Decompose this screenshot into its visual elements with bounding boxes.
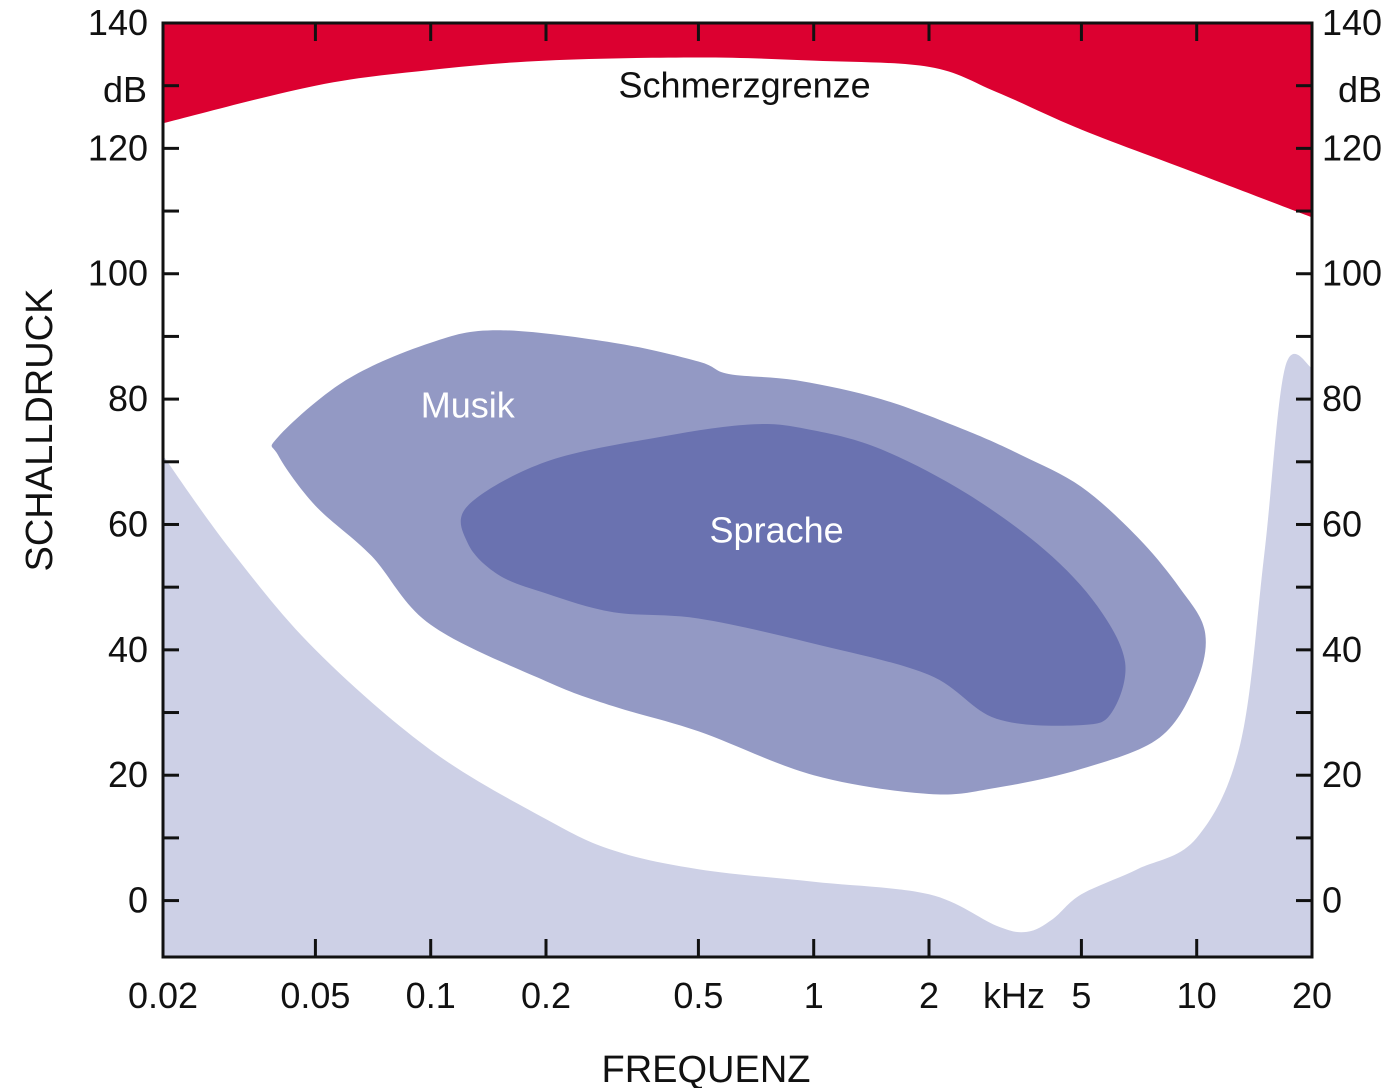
x-tick-label: 0.1 <box>406 975 456 1016</box>
left-axis-unit: dB <box>103 69 147 110</box>
x-tick-label: 10 <box>1177 975 1217 1016</box>
y-tick-label-right: 20 <box>1322 754 1362 795</box>
y-tick-label-left: 80 <box>108 378 148 419</box>
plot-frame <box>161 21 1314 959</box>
y-tick-label-right: 100 <box>1322 253 1382 294</box>
y-tick-label-right: 60 <box>1322 503 1362 544</box>
x-tick-label: 20 <box>1292 975 1332 1016</box>
x-tick-label: 0.5 <box>673 975 723 1016</box>
x-tick-label: 1 <box>804 975 824 1016</box>
region-label-schmerzgrenze: Schmerzgrenze <box>619 65 871 106</box>
y-axis-title: SCHALLDRUCK <box>19 289 61 572</box>
plot-border <box>161 21 1314 959</box>
y-tick-label-left: 120 <box>88 127 148 168</box>
region-label-sprache: Sprache <box>710 510 844 551</box>
right-axis-unit: dB <box>1338 69 1382 110</box>
axis-ticks <box>161 21 1314 957</box>
region-sprache <box>460 423 1126 726</box>
y-tick-label-left: 140 <box>88 2 148 43</box>
x-axis-title: FREQUENZ <box>602 1049 811 1088</box>
x-axis-unit: kHz <box>983 975 1045 1016</box>
x-tick-label: 2 <box>919 975 939 1016</box>
x-tick-label: 0.02 <box>128 975 198 1016</box>
y-tick-label-right: 140 <box>1322 2 1382 43</box>
x-tick-label: 0.2 <box>521 975 571 1016</box>
y-tick-label-left: 0 <box>128 880 148 921</box>
y-tick-label-left: 20 <box>108 754 148 795</box>
y-tick-label-right: 40 <box>1322 629 1362 670</box>
y-tick-label-left: 40 <box>108 629 148 670</box>
region-hearing-threshold <box>163 353 1312 957</box>
y-tick-label-right: 120 <box>1322 127 1382 168</box>
y-tick-label-left: 100 <box>88 253 148 294</box>
y-tick-label-right: 0 <box>1322 880 1342 921</box>
region-label-musik: Musik <box>421 384 516 425</box>
y-tick-label-left: 60 <box>108 503 148 544</box>
x-tick-label: 5 <box>1071 975 1091 1016</box>
y-tick-label-right: 80 <box>1322 378 1362 419</box>
region-schmerzgrenze <box>163 23 1312 218</box>
x-tick-label: 0.05 <box>280 975 350 1016</box>
plot-area <box>163 23 1312 957</box>
